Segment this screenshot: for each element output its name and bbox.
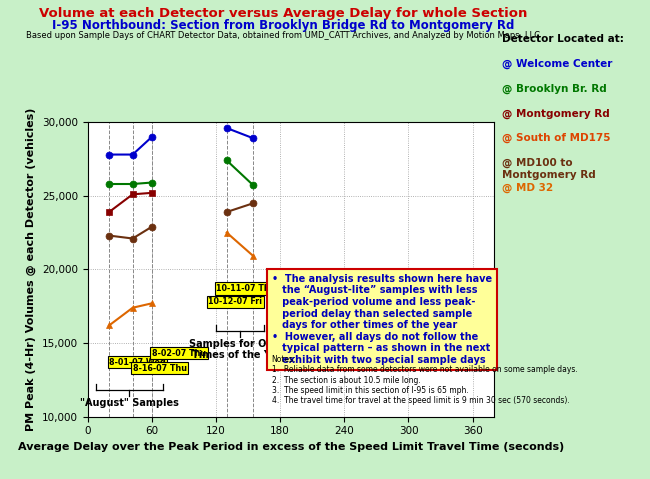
Text: Based upon Sample Days of CHART Detector Data, obtained from UMD_CATT Archives, : Based upon Sample Days of CHART Detector… [26,31,540,40]
Text: I-95 Northbound: Section from Brooklyn Bridge Rd to Montgomery Rd: I-95 Northbound: Section from Brooklyn B… [51,19,514,32]
Text: Samples for Other
Times of the Year: Samples for Other Times of the Year [189,339,290,360]
Text: 8-02-07 Thu: 8-02-07 Thu [152,349,206,358]
Text: •  The analysis results shown here have
   the “August-lite” samples with less
 : • The analysis results shown here have t… [272,274,492,365]
X-axis label: Average Delay over the Peak Period in excess of the Speed Limit Travel Time (sec: Average Delay over the Peak Period in ex… [18,442,564,452]
Text: 8-01-07 Wed: 8-01-07 Wed [109,358,166,366]
Text: Notes:
1.  Reliable data from some detectors were not available on some sample d: Notes: 1. Reliable data from some detect… [272,355,577,405]
Y-axis label: PM Peak (4-Hr) Volumes @ each Detector (vehicles): PM Peak (4-Hr) Volumes @ each Detector (… [26,108,36,431]
Text: Detector Located at:: Detector Located at: [502,34,623,44]
Text: 10-12-07 Fri: 10-12-07 Fri [208,297,263,306]
Text: Volume at each Detector versus Average Delay for whole Section: Volume at each Detector versus Average D… [38,7,527,20]
Text: 10-11-07 Thu: 10-11-07 Thu [216,284,276,293]
Text: @ MD100 to
Montgomery Rd: @ MD100 to Montgomery Rd [502,158,595,180]
Text: @ South of MD175: @ South of MD175 [502,133,610,143]
Text: @ Montgomery Rd: @ Montgomery Rd [502,108,610,118]
Text: @ Brooklyn Br. Rd: @ Brooklyn Br. Rd [502,83,606,93]
Text: @ Welcome Center: @ Welcome Center [502,58,612,68]
Text: "August" Samples: "August" Samples [80,398,179,408]
Text: 8-16-07 Thu: 8-16-07 Thu [133,364,187,373]
Text: @ MD 32: @ MD 32 [502,183,553,193]
